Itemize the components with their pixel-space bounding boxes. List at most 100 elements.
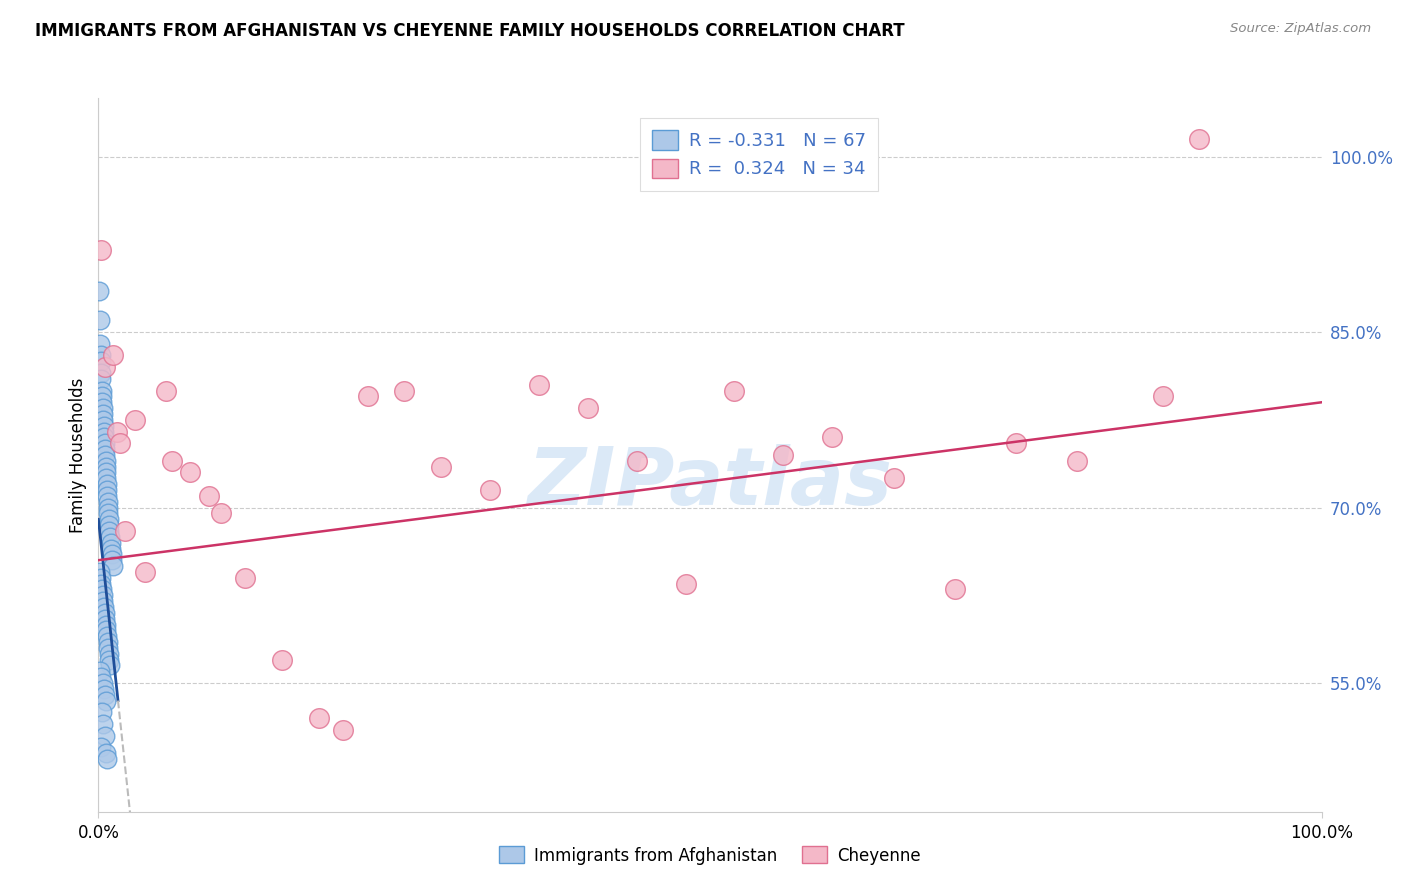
Point bbox=[1152, 389, 1174, 403]
Point bbox=[93, 606, 115, 620]
Point bbox=[110, 436, 132, 450]
Point bbox=[89, 313, 111, 327]
Point bbox=[478, 483, 501, 497]
Point bbox=[89, 336, 111, 351]
Point bbox=[89, 565, 111, 579]
Point bbox=[93, 430, 115, 444]
Point bbox=[97, 635, 120, 649]
Point bbox=[90, 349, 112, 363]
Point bbox=[89, 665, 111, 679]
Point bbox=[90, 571, 112, 585]
Point bbox=[94, 688, 117, 702]
Point bbox=[233, 571, 256, 585]
Point bbox=[94, 746, 117, 760]
Point bbox=[197, 489, 219, 503]
Point bbox=[101, 547, 124, 561]
Point bbox=[90, 366, 112, 380]
Point bbox=[134, 565, 156, 579]
Point bbox=[308, 711, 330, 725]
Point bbox=[90, 740, 112, 755]
Point bbox=[91, 395, 114, 409]
Point bbox=[91, 407, 114, 421]
Text: Source: ZipAtlas.com: Source: ZipAtlas.com bbox=[1230, 22, 1371, 36]
Point bbox=[97, 500, 120, 515]
Point bbox=[91, 582, 114, 597]
Point bbox=[124, 413, 146, 427]
Point bbox=[101, 349, 124, 363]
Point bbox=[626, 454, 648, 468]
Point bbox=[356, 389, 378, 403]
Point bbox=[94, 448, 117, 462]
Point bbox=[96, 624, 118, 638]
Point bbox=[160, 454, 183, 468]
Point bbox=[96, 471, 118, 485]
Point bbox=[89, 284, 111, 298]
Point bbox=[93, 729, 115, 743]
Point bbox=[93, 425, 115, 439]
Legend: Immigrants from Afghanistan, Cheyenne: Immigrants from Afghanistan, Cheyenne bbox=[492, 839, 928, 871]
Point bbox=[576, 401, 599, 416]
Point bbox=[91, 401, 114, 416]
Point bbox=[90, 670, 112, 684]
Point bbox=[821, 430, 844, 444]
Point bbox=[723, 384, 745, 398]
Point bbox=[93, 681, 115, 696]
Point bbox=[430, 459, 453, 474]
Point bbox=[90, 576, 112, 591]
Point bbox=[1066, 454, 1088, 468]
Point bbox=[93, 436, 115, 450]
Point bbox=[91, 588, 114, 602]
Point bbox=[97, 640, 120, 655]
Point bbox=[96, 477, 118, 491]
Point bbox=[96, 629, 118, 643]
Point bbox=[93, 418, 115, 433]
Point bbox=[96, 483, 118, 497]
Point bbox=[97, 494, 120, 508]
Point bbox=[94, 459, 117, 474]
Point bbox=[90, 384, 112, 398]
Point bbox=[91, 594, 114, 608]
Point bbox=[100, 535, 122, 549]
Point bbox=[155, 384, 177, 398]
Y-axis label: Family Households: Family Households bbox=[69, 377, 87, 533]
Point bbox=[96, 489, 118, 503]
Point bbox=[98, 524, 121, 538]
Point bbox=[98, 658, 121, 673]
Point bbox=[96, 693, 118, 707]
Point bbox=[527, 377, 550, 392]
Point bbox=[114, 524, 136, 538]
Point bbox=[179, 466, 201, 480]
Point bbox=[94, 617, 117, 632]
Point bbox=[97, 512, 120, 526]
Point bbox=[98, 653, 121, 667]
Point bbox=[101, 559, 124, 574]
Point bbox=[1188, 132, 1211, 146]
Point bbox=[94, 612, 117, 626]
Point bbox=[94, 466, 117, 480]
Point bbox=[675, 576, 697, 591]
Point bbox=[883, 471, 905, 485]
Point bbox=[91, 389, 114, 403]
Point bbox=[93, 360, 115, 375]
Point bbox=[772, 448, 794, 462]
Point bbox=[392, 384, 416, 398]
Point bbox=[93, 599, 115, 614]
Point bbox=[97, 507, 120, 521]
Point bbox=[101, 553, 124, 567]
Point bbox=[98, 518, 121, 533]
Point bbox=[90, 243, 112, 257]
Point bbox=[943, 582, 966, 597]
Point bbox=[1004, 436, 1026, 450]
Point bbox=[90, 372, 112, 386]
Point bbox=[332, 723, 354, 737]
Point bbox=[91, 413, 114, 427]
Point bbox=[105, 425, 128, 439]
Point bbox=[94, 442, 117, 456]
Point bbox=[90, 354, 112, 368]
Point bbox=[91, 676, 114, 690]
Point bbox=[270, 653, 294, 667]
Point bbox=[91, 717, 114, 731]
Point bbox=[100, 541, 122, 556]
Point bbox=[91, 706, 114, 720]
Text: IMMIGRANTS FROM AFGHANISTAN VS CHEYENNE FAMILY HOUSEHOLDS CORRELATION CHART: IMMIGRANTS FROM AFGHANISTAN VS CHEYENNE … bbox=[35, 22, 905, 40]
